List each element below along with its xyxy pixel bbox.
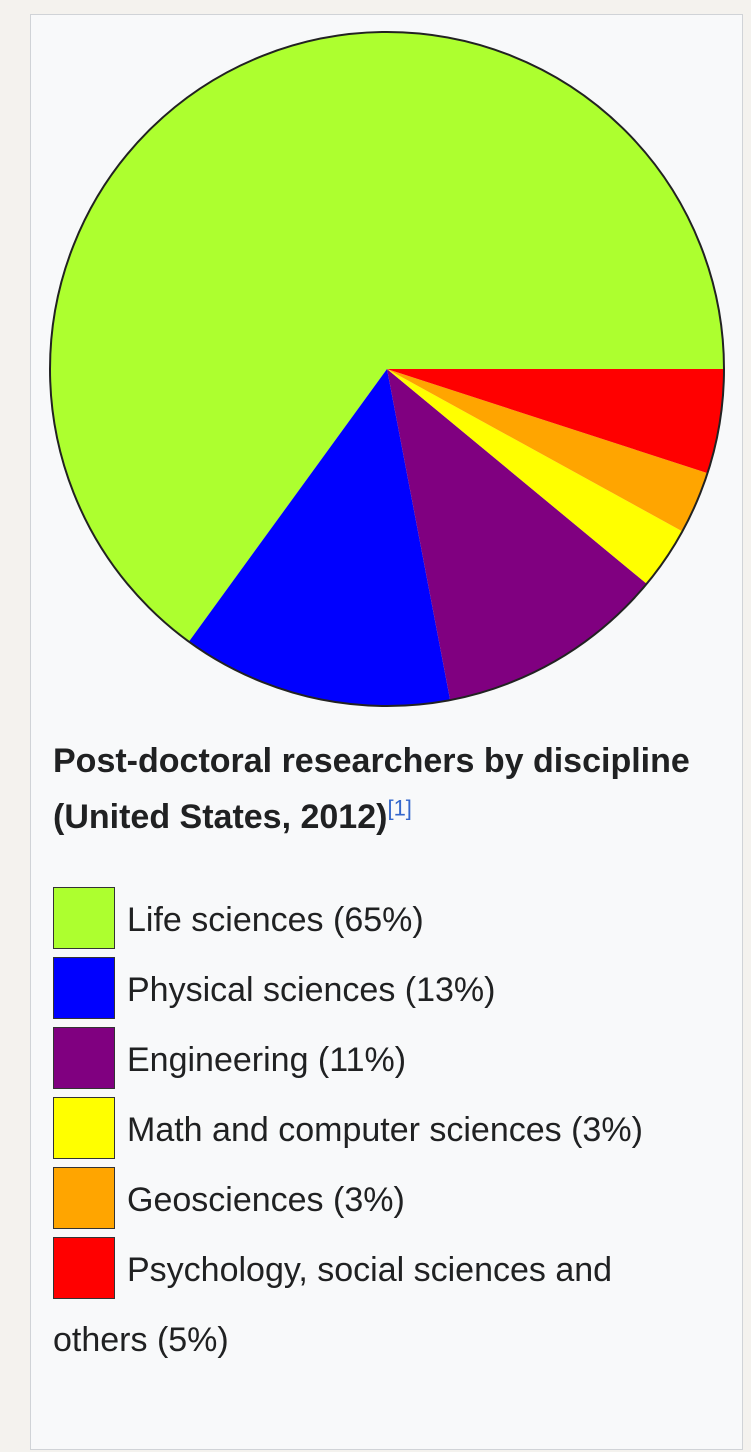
legend-entry: Geosciences (3%) (53, 1165, 693, 1235)
legend-swatch (53, 1237, 115, 1299)
legend-swatch (53, 1167, 115, 1229)
legend-label: Life sciences (65%) (127, 901, 424, 939)
pie-slice (387, 369, 708, 532)
reference[interactable]: [1] (387, 795, 412, 821)
legend-label: Engineering (11%) (127, 1041, 407, 1079)
pie-slice (387, 369, 647, 701)
legend-entry: Engineering (11%) (53, 1025, 693, 1095)
chart-box: Post-doctoral researchers by discipline … (30, 14, 743, 1450)
legend: Life sciences (65%) Physical sciences (13… (53, 885, 693, 1375)
title-text: Post-doctoral researchers by discipline … (53, 742, 690, 836)
pie-slice (387, 369, 724, 474)
legend-label: Physical sciences (13%) (127, 971, 496, 1009)
legend-swatch (53, 1097, 115, 1159)
legend-entry: Psychology, social sciences and others (… (53, 1235, 693, 1375)
legend-swatch (53, 887, 115, 949)
legend-entry: Physical sciences (13%) (53, 955, 693, 1025)
legend-swatch (53, 957, 115, 1019)
pie-outline (49, 31, 725, 707)
pie-slice (188, 369, 451, 706)
legend-entry: Math and computer sciences (3%) (53, 1095, 693, 1165)
legend-label: Psychology, social sciences and others (… (53, 1251, 613, 1359)
pie-slice (49, 32, 724, 642)
legend-swatch (53, 1027, 115, 1089)
pie-slice (387, 369, 683, 584)
legend-entry: Life sciences (65%) (53, 885, 693, 955)
chart-title: Post-doctoral researchers by discipline … (53, 733, 733, 845)
legend-label: Geosciences (3%) (127, 1181, 405, 1219)
pie-chart (49, 31, 725, 707)
legend-label: Math and computer sciences (3%) (127, 1111, 643, 1149)
